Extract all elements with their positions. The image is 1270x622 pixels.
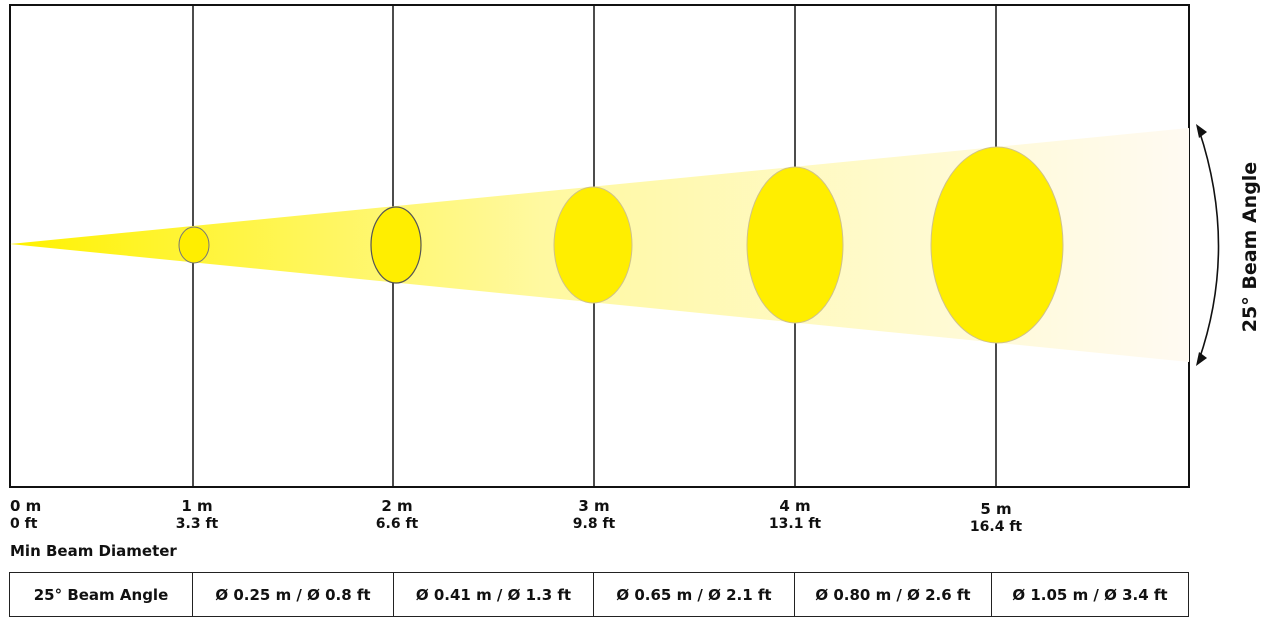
distance-label-1: 1 m 3.3 ft: [176, 497, 218, 533]
arrowhead-bottom-icon: [1196, 352, 1207, 366]
distance-ft: 13.1 ft: [768, 516, 822, 532]
beam-spot-4m: [746, 166, 844, 324]
distance-m: 0 m: [10, 497, 42, 515]
distance-label-0: 0 m 0 ft: [10, 497, 41, 533]
beam-spot-2m: [370, 206, 422, 284]
table-row: 25° Beam Angle Ø 0.25 m / Ø 0.8 ft Ø 0.4…: [9, 572, 1189, 617]
distance-m: 4 m: [779, 497, 811, 515]
distance-label-5: 5 m 16.4 ft: [970, 500, 1022, 536]
distance-m: 2 m: [381, 497, 413, 515]
arrowhead-top-icon: [1196, 124, 1207, 138]
beam-angle-side-label: 25° Beam Angle: [1239, 161, 1261, 333]
distance-ft: 6.6 ft: [375, 516, 419, 532]
beam-spot-3m: [553, 186, 633, 304]
table-cell-1m: Ø 0.25 m / Ø 0.8 ft: [192, 572, 394, 617]
distance-ft: 0 ft: [10, 516, 38, 532]
table-cell-2m: Ø 0.41 m / Ø 1.3 ft: [393, 572, 594, 617]
beam-diameter-table: 25° Beam Angle Ø 0.25 m / Ø 0.8 ft Ø 0.4…: [9, 572, 1189, 617]
table-cell-5m: Ø 1.05 m / Ø 3.4 ft: [991, 572, 1189, 617]
distance-ft: 9.8 ft: [572, 516, 616, 532]
distance-label-3: 3 m 9.8 ft: [573, 497, 615, 533]
distance-m: 3 m: [578, 497, 610, 515]
distance-m: 1 m: [181, 497, 213, 515]
min-beam-diameter-title: Min Beam Diameter: [10, 542, 177, 560]
beam-spot-1m: [178, 226, 210, 264]
table-cell-4m: Ø 0.80 m / Ø 2.6 ft: [794, 572, 992, 617]
beam-angle-arrow: [1198, 129, 1220, 361]
beam-spot-5m: [930, 146, 1064, 344]
distance-ft: 16.4 ft: [969, 519, 1023, 535]
distance-label-2: 2 m 6.6 ft: [376, 497, 418, 533]
table-header-cell: 25° Beam Angle: [9, 572, 193, 617]
table-cell-3m: Ø 0.65 m / Ø 2.1 ft: [593, 572, 795, 617]
distance-m: 5 m: [980, 500, 1012, 518]
distance-label-4: 4 m 13.1 ft: [769, 497, 821, 533]
distance-ft: 3.3 ft: [175, 516, 219, 532]
